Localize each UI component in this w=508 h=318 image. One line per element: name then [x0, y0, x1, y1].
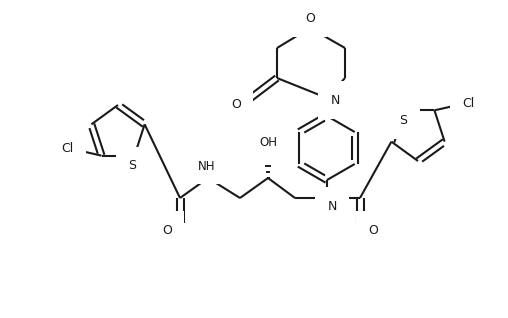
Text: NH: NH: [198, 160, 216, 172]
Text: N: N: [327, 199, 337, 212]
Text: Cl: Cl: [462, 97, 474, 110]
Text: O: O: [368, 224, 378, 237]
Text: S: S: [129, 159, 137, 172]
Text: O: O: [162, 224, 172, 237]
Text: O: O: [231, 98, 241, 110]
Text: Cl: Cl: [61, 142, 74, 155]
Text: O: O: [305, 11, 315, 24]
Text: N: N: [330, 93, 340, 107]
Text: OH: OH: [259, 136, 277, 149]
Text: S: S: [400, 114, 407, 127]
